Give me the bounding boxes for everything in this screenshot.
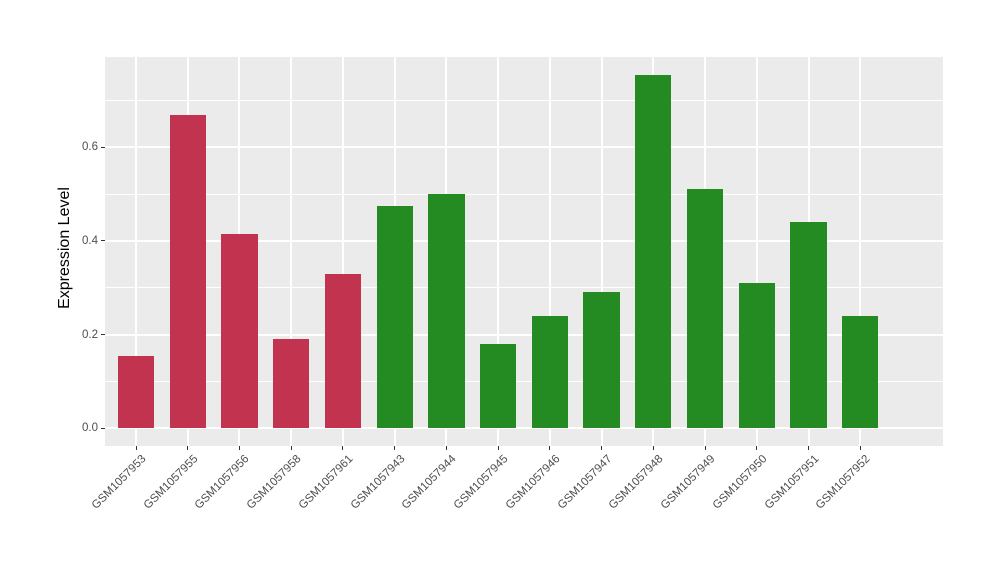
bar-GSM1057950 <box>738 283 775 429</box>
bar-GSM1057946 <box>531 315 568 429</box>
x-tick-label-GSM1057945: GSM1057945 <box>451 453 511 512</box>
x-tick-mark <box>187 446 189 450</box>
y-tick-label: 0.2 <box>82 328 98 341</box>
y-tick-label: 0.6 <box>82 141 98 154</box>
plot-panel <box>105 57 943 446</box>
y-tick-label: 0.4 <box>82 234 98 247</box>
bar-GSM1057961 <box>324 273 362 429</box>
x-tick-label-GSM1057943: GSM1057943 <box>348 453 408 512</box>
x-tick-mark <box>549 446 551 450</box>
major-gridline-x <box>755 57 758 446</box>
bar-GSM1057956 <box>221 233 258 429</box>
x-tick-label-GSM1057952: GSM1057952 <box>814 453 873 512</box>
major-gridline-y <box>105 146 943 149</box>
x-tick-mark <box>290 446 292 450</box>
x-tick-mark <box>238 446 240 450</box>
x-tick-mark <box>445 446 447 450</box>
bar-GSM1057955 <box>169 114 206 429</box>
x-tick-mark <box>652 446 654 450</box>
y-tick-mark <box>101 240 105 242</box>
y-axis-title: Expression Level <box>56 187 73 309</box>
y-tick-mark <box>101 334 105 336</box>
x-tick-label-GSM1057949: GSM1057949 <box>658 453 718 512</box>
x-tick-mark <box>394 446 396 450</box>
x-tick-label-GSM1057956: GSM1057956 <box>193 453 252 512</box>
major-gridline-y <box>105 333 943 336</box>
x-tick-label-GSM1057950: GSM1057950 <box>710 453 770 512</box>
y-tick-mark <box>101 427 105 429</box>
major-gridline-x <box>859 57 862 446</box>
major-gridline-y <box>105 239 943 242</box>
bar-GSM1057951 <box>790 222 827 429</box>
x-tick-label-GSM1057946: GSM1057946 <box>503 453 563 512</box>
major-gridline-x <box>341 57 344 446</box>
x-tick-label-GSM1057951: GSM1057951 <box>762 453 821 512</box>
bar-GSM1057947 <box>583 292 620 429</box>
bar-GSM1057943 <box>376 205 413 429</box>
minor-gridline-y <box>105 100 943 102</box>
x-tick-mark <box>601 446 603 450</box>
x-tick-mark <box>497 446 499 450</box>
x-tick-mark <box>756 446 758 450</box>
major-gridline-x <box>600 57 603 446</box>
major-gridline-x <box>135 57 138 446</box>
x-tick-mark <box>808 446 809 450</box>
x-tick-mark <box>859 446 861 450</box>
y-tick-mark <box>101 146 105 148</box>
x-tick-label-GSM1057955: GSM1057955 <box>141 453 201 512</box>
x-tick-label-GSM1057953: GSM1057953 <box>89 453 149 512</box>
x-tick-label-GSM1057958: GSM1057958 <box>245 453 304 512</box>
bar-GSM1057953 <box>117 355 155 429</box>
x-tick-mark <box>342 446 344 450</box>
x-tick-label-GSM1057944: GSM1057944 <box>400 453 459 512</box>
x-tick-label-GSM1057961: GSM1057961 <box>296 453 356 512</box>
minor-gridline-y <box>105 193 943 195</box>
bar-GSM1057944 <box>428 194 465 429</box>
bar-GSM1057945 <box>480 343 517 429</box>
minor-gridline-y <box>105 380 943 382</box>
y-tick-label: 0.0 <box>82 422 98 435</box>
major-gridline-x <box>290 57 293 446</box>
major-gridline-x <box>497 57 500 446</box>
bar-GSM1057949 <box>686 189 724 429</box>
minor-gridline-y <box>105 287 943 289</box>
major-gridline-y <box>105 427 943 430</box>
major-gridline-x <box>548 57 551 446</box>
bar-GSM1057958 <box>273 339 310 429</box>
x-tick-mark <box>704 446 706 450</box>
bar-GSM1057948 <box>635 74 672 429</box>
x-tick-label-GSM1057947: GSM1057947 <box>555 453 615 512</box>
x-tick-mark <box>135 446 137 450</box>
bar-GSM1057952 <box>842 315 879 429</box>
x-tick-label-GSM1057948: GSM1057948 <box>607 453 666 512</box>
